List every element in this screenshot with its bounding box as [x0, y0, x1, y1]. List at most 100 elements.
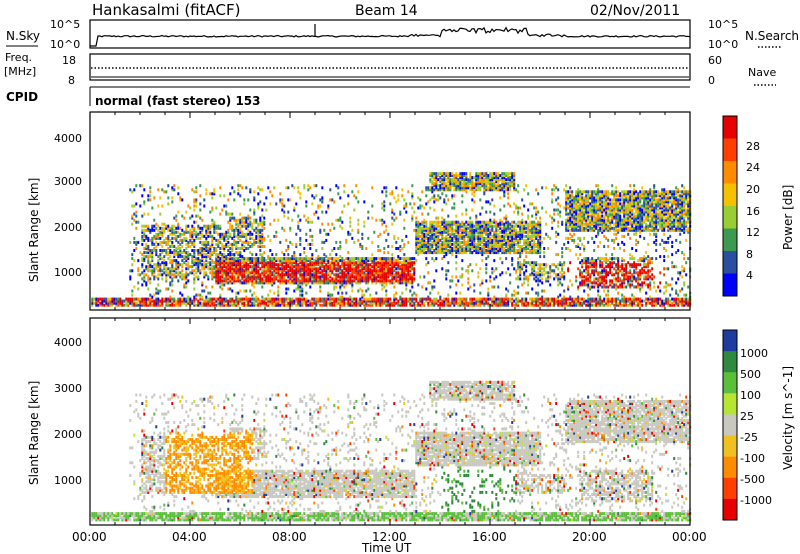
heatmap-cell — [375, 261, 378, 265]
heatmap-cell — [515, 228, 518, 232]
heatmap-cell — [433, 285, 436, 289]
heatmap-cell — [487, 226, 490, 230]
heatmap-cell — [265, 281, 268, 285]
heatmap-cell — [249, 275, 252, 279]
heatmap-cell — [185, 277, 188, 281]
heatmap-cell — [177, 271, 180, 275]
heatmap-cell — [431, 245, 434, 248]
heatmap-cell — [513, 289, 516, 293]
heatmap-cell — [201, 267, 204, 271]
heatmap-cell — [99, 301, 102, 305]
heatmap-cell — [397, 236, 400, 240]
heatmap-cell — [471, 240, 474, 244]
heatmap-cell — [495, 301, 498, 305]
heatmap-cell — [211, 297, 214, 301]
heatmap-cell — [263, 251, 266, 255]
heatmap-cell — [239, 194, 242, 198]
heatmap-cell — [379, 261, 382, 265]
heatmap-cell — [481, 220, 484, 224]
heatmap-cell — [451, 174, 454, 178]
heatmap-cell — [347, 299, 350, 303]
heatmap-cell — [253, 259, 256, 263]
heatmap-cell — [311, 220, 314, 224]
heatmap-cell — [505, 234, 508, 238]
heatmap-cell — [411, 277, 414, 281]
heatmap-cell — [223, 253, 226, 257]
heatmap-cell — [223, 299, 226, 303]
heatmap-cell — [91, 299, 94, 303]
heatmap-cell — [323, 265, 326, 269]
heatmap-cell — [449, 222, 452, 226]
heatmap-cell — [479, 234, 482, 238]
heatmap-cell — [293, 257, 296, 261]
heatmap-cell — [283, 279, 286, 283]
heatmap-cell — [531, 236, 534, 240]
heatmap-cell — [465, 176, 468, 180]
heatmap-cell — [447, 293, 450, 297]
heatmap-cell — [187, 245, 190, 248]
heatmap-cell — [509, 240, 512, 244]
heatmap-cell — [443, 228, 446, 232]
heatmap-cell — [435, 220, 438, 224]
heatmap-cell — [491, 188, 494, 192]
heatmap-cell — [453, 176, 456, 180]
heatmap-cell — [537, 210, 540, 214]
heatmap-cell — [443, 186, 446, 190]
heatmap-cell — [489, 275, 492, 279]
heatmap-cell — [365, 267, 368, 271]
heatmap-cell — [287, 210, 290, 214]
heatmap-cell — [229, 218, 232, 222]
heatmap-cell — [265, 301, 268, 305]
heatmap-cell — [223, 236, 226, 240]
heatmap-cell — [395, 301, 398, 305]
heatmap-cell — [357, 200, 360, 204]
heatmap-cell — [239, 238, 242, 242]
heatmap-cell — [185, 297, 188, 301]
heatmap-cell — [545, 301, 548, 305]
heatmap-cell — [515, 242, 518, 246]
heatmap-cell — [251, 267, 254, 271]
heatmap-cell — [381, 275, 384, 279]
heatmap-cell — [251, 265, 254, 269]
heatmap-cell — [501, 172, 504, 176]
heatmap-cell — [215, 299, 218, 303]
heatmap-cell — [191, 214, 194, 218]
heatmap-cell — [119, 297, 122, 301]
heatmap-cell — [535, 291, 538, 295]
heatmap-cell — [441, 174, 444, 178]
heatmap-cell — [249, 303, 252, 307]
heatmap-cell — [221, 299, 224, 303]
heatmap-cell — [439, 226, 442, 230]
heatmap-cell — [159, 232, 162, 236]
heatmap-cell — [483, 186, 486, 190]
heatmap-cell — [367, 299, 370, 303]
heatmap-cell — [227, 263, 230, 267]
heatmap-cell — [455, 242, 458, 246]
heatmap-cell — [501, 184, 504, 188]
heatmap-cell — [219, 251, 222, 255]
heatmap-cell — [343, 285, 346, 289]
heatmap-cell — [169, 281, 172, 285]
heatmap-cell — [503, 204, 506, 208]
heatmap-cell — [223, 234, 226, 238]
heatmap-cell — [229, 247, 232, 250]
heatmap-cell — [501, 299, 504, 303]
heatmap-cell — [203, 299, 206, 303]
heatmap-cell — [231, 299, 234, 303]
heatmap-cell — [447, 198, 450, 202]
heatmap-cell — [469, 230, 472, 234]
heatmap-cell — [201, 259, 204, 263]
heatmap-cell — [437, 245, 440, 248]
heatmap-cell — [157, 299, 160, 303]
heatmap-cell — [253, 265, 256, 269]
heatmap-cell — [493, 186, 496, 190]
heatmap-cell — [359, 242, 362, 246]
heatmap-cell — [225, 259, 228, 263]
heatmap-cell — [429, 226, 432, 230]
heatmap-cell — [239, 253, 242, 257]
heatmap-cell — [489, 210, 492, 214]
heatmap-cell — [397, 247, 400, 250]
heatmap-cell — [491, 220, 494, 224]
heatmap-cell — [323, 279, 326, 283]
heatmap-cell — [451, 194, 454, 198]
